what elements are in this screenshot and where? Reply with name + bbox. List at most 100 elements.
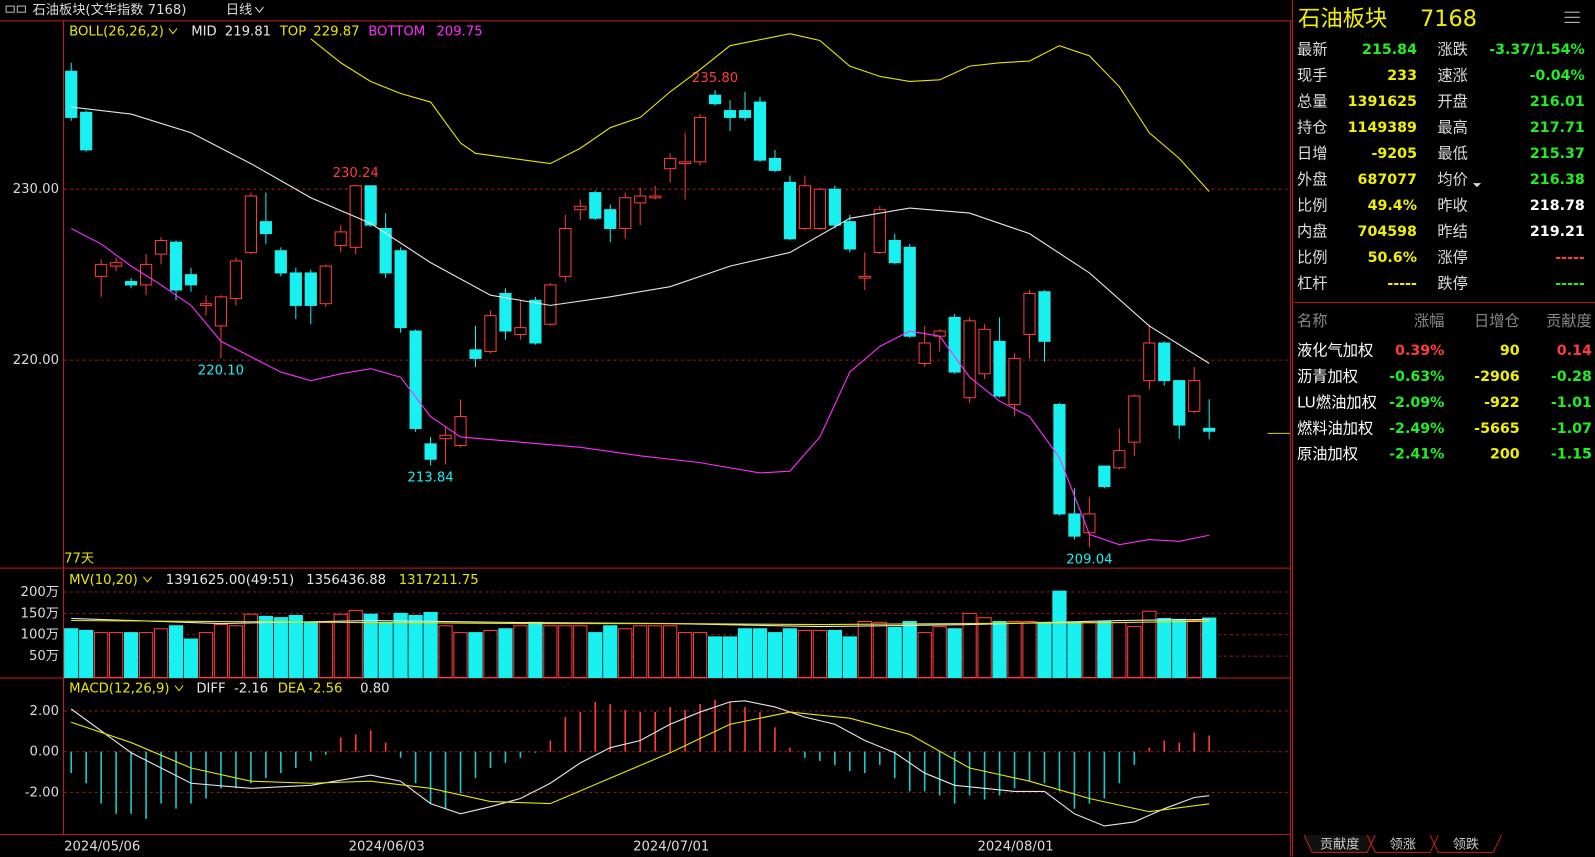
quote-value: 49.4%: [1368, 198, 1417, 214]
candle-body: [484, 315, 497, 353]
y-tick-label: 200万: [21, 585, 59, 600]
y-tick-label: 220.00: [13, 353, 59, 368]
volume-bar: [752, 628, 768, 678]
legend-name: BOTTOM: [368, 25, 425, 40]
tab-shape[interactable]: [1429, 834, 1502, 853]
quote-label: 速涨: [1437, 66, 1468, 84]
volume-bar: [692, 632, 708, 678]
candle-body: [454, 416, 467, 447]
volume-bar: [872, 621, 887, 678]
quote-label: 总量: [1297, 92, 1328, 110]
quote-value: 704598: [1358, 224, 1418, 240]
quote-value: 1391625: [1348, 94, 1417, 110]
indicator-title[interactable]: MV(10,20): [69, 573, 138, 588]
volume-bar: [423, 612, 438, 678]
quote-value: 216.01: [1530, 94, 1585, 110]
legend-value: 1356436.88: [306, 573, 386, 588]
row-value: -1.01: [1551, 395, 1592, 411]
y-tick-label: 230.00: [13, 182, 59, 197]
volume-bar: [123, 632, 139, 678]
quote-label: 外盘: [1297, 171, 1328, 189]
volume-bar: [722, 636, 738, 678]
candle-body: [783, 181, 797, 240]
tab-label[interactable]: 领跌: [1453, 836, 1479, 852]
candle-body: [409, 330, 422, 429]
volume-bar: [603, 625, 618, 678]
volume-bar: [917, 632, 932, 678]
volume-bar: [573, 625, 588, 678]
candle-body: [259, 221, 272, 235]
period-selector[interactable]: 日线: [226, 2, 252, 18]
y-tick-label: 50万: [29, 649, 59, 664]
indicator-line: [71, 711, 1210, 813]
volume-bar: [64, 628, 79, 678]
candle-body: [753, 101, 767, 161]
candle-body: [948, 316, 961, 373]
extreme-label: 220.10: [198, 364, 244, 379]
volume-bar: [677, 632, 693, 678]
quote-label: 最高: [1437, 118, 1468, 136]
candle-body: [214, 296, 228, 327]
indicator-line: [71, 619, 1210, 626]
candle-body: [244, 195, 257, 253]
candle-body: [963, 320, 976, 399]
volume-bar: [228, 625, 244, 678]
candle-body: [664, 157, 677, 170]
row-value: -5665: [1474, 421, 1520, 437]
row-value: -2.09%: [1389, 395, 1444, 411]
candle-body: [364, 185, 377, 226]
volume-bar: [827, 629, 842, 678]
dropdown-arrow: [168, 28, 178, 35]
quote-label: 内盘: [1297, 223, 1328, 241]
legend-value: 219.81: [225, 25, 271, 40]
volume-bar: [363, 613, 378, 678]
candle-body: [514, 327, 527, 335]
quote-value: 1149389: [1348, 120, 1417, 136]
volume-bar: [1097, 620, 1112, 678]
volume-bar: [213, 623, 229, 678]
volume-bar: [333, 613, 348, 678]
menu-icon[interactable]: [1564, 11, 1580, 23]
candle-body: [1158, 342, 1171, 382]
quote-value: 215.37: [1530, 146, 1585, 162]
candle-body: [95, 263, 108, 277]
y-tick-label: 150万: [21, 606, 59, 621]
volume-bar: [977, 617, 992, 678]
indicator-title[interactable]: BOLL(26,26,2): [69, 25, 164, 40]
tab-label[interactable]: 领涨: [1390, 836, 1416, 852]
candle-body: [469, 349, 482, 359]
candle-body: [604, 209, 617, 230]
quote-value: 687077: [1358, 172, 1417, 188]
table-header: 贡献度: [1546, 312, 1592, 330]
candle-body: [319, 265, 332, 305]
row-name[interactable]: 原油加权: [1297, 445, 1358, 463]
volume-bar: [543, 625, 558, 678]
volume-bar: [408, 615, 423, 678]
volume-bar: [183, 638, 199, 678]
volume-bar: [483, 629, 498, 678]
row-name[interactable]: 沥青加权: [1297, 367, 1358, 385]
volume-bar: [168, 625, 184, 678]
volume-bar: [303, 621, 318, 678]
row-value: -2.49%: [1389, 421, 1444, 437]
icon: [16, 5, 26, 13]
volume-bar: [633, 625, 648, 678]
candle-body: [334, 231, 347, 247]
volume-bar: [962, 612, 977, 678]
y-tick-label: 0.00: [30, 745, 59, 760]
tab-label[interactable]: 贡献度: [1320, 836, 1360, 852]
row-name[interactable]: 燃料油加权: [1297, 419, 1373, 437]
volume-bar: [243, 613, 259, 678]
row-name[interactable]: 液化气加权: [1297, 341, 1373, 359]
indicator-title[interactable]: MACD(12,26,9): [69, 682, 169, 697]
volume-bar: [618, 628, 633, 678]
row-name[interactable]: LU燃油加权: [1297, 393, 1377, 411]
candle-body: [1038, 291, 1051, 342]
x-tick-label: 2024/07/01: [633, 839, 709, 854]
candle-body: [993, 340, 1006, 397]
candle-body: [798, 185, 812, 230]
legend-value: -2.16: [234, 682, 268, 697]
row-value: -2906: [1474, 369, 1520, 385]
